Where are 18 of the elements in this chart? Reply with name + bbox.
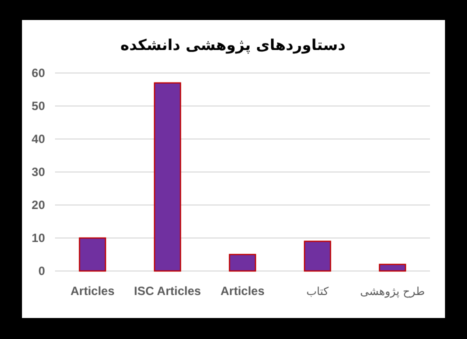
bar (304, 240, 332, 272)
y-tick-label: 50 (32, 99, 46, 113)
bar (378, 264, 406, 272)
y-tick-label: 60 (32, 66, 46, 80)
y-tick-label: 0 (38, 264, 46, 278)
bar (228, 254, 256, 272)
y-tick-label: 30 (32, 165, 46, 179)
y-tick-label: 10 (32, 231, 46, 245)
bar (78, 237, 106, 272)
chart-title: دستاوردهای پژوهشی دانشکده (120, 36, 346, 54)
y-tick-label: 40 (32, 132, 46, 146)
bar (154, 82, 182, 272)
x-tick-label: طرح پژوهشی (360, 285, 426, 298)
x-tick-label: کتاب (306, 285, 330, 298)
x-tick-label: Articles (70, 284, 115, 298)
x-tick-label: Articles (220, 284, 265, 298)
x-tick-label: ISC Articles (134, 284, 202, 298)
y-tick-label: 20 (32, 198, 46, 212)
